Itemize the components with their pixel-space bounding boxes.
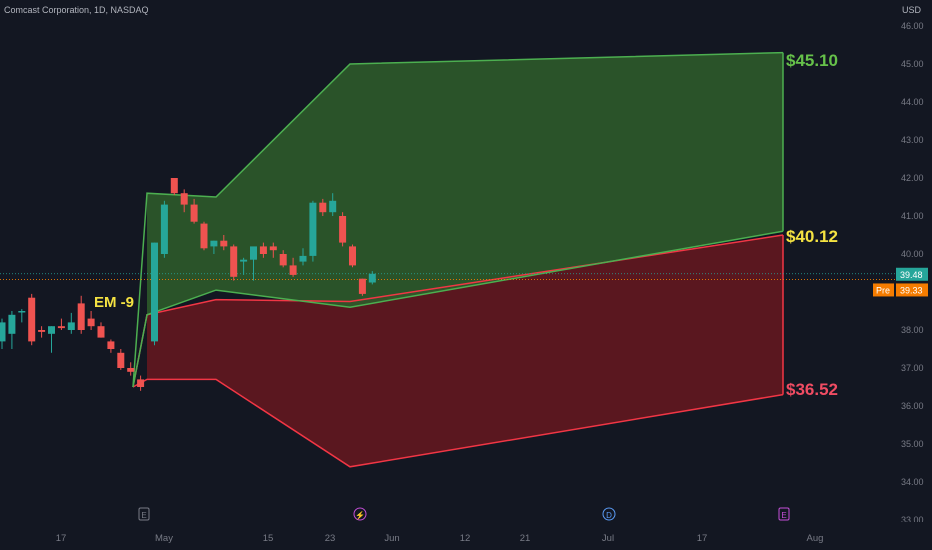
event-marker-label: E: [781, 511, 786, 520]
y-tick-label: 34.00: [901, 477, 924, 487]
candle-body: [358, 278, 366, 294]
price-tag-value: 39.48: [900, 270, 923, 280]
earnings-marker: [138, 507, 150, 521]
y-tick-label: 35.00: [901, 439, 924, 449]
candle-body: [269, 246, 277, 251]
y-tick-label: 41.00: [901, 211, 924, 221]
candle-body: [180, 193, 188, 205]
x-tick-label: Jul: [602, 533, 614, 544]
x-tick-label: 17: [56, 533, 67, 544]
candle-body: [170, 178, 178, 194]
pre-tag-label: Pre: [876, 285, 890, 295]
x-tick-label: Jun: [384, 533, 399, 544]
events-layer: E ⚡ D E: [138, 507, 790, 521]
candles-layer: [0, 178, 376, 391]
y-tick-label: 38.00: [901, 325, 924, 335]
candle-body: [240, 259, 248, 262]
candle-body: [8, 314, 16, 334]
candle-body: [77, 303, 85, 330]
candle-body: [319, 202, 327, 213]
annotation-label: $45.10: [786, 51, 838, 70]
dividend-marker: [602, 507, 616, 521]
candle-body: [38, 330, 46, 332]
price-tag-value: 39.33: [900, 285, 923, 295]
candle-body: [210, 240, 218, 247]
candle-body: [137, 379, 145, 387]
green-zone-upper-line: [132, 51, 784, 388]
time-axis[interactable]: 17 May 15 23 Jun 12 21 Jul 17 Aug: [0, 522, 932, 550]
candle-body: [190, 204, 198, 222]
candle-body: [87, 318, 95, 327]
candle-body: [250, 246, 257, 260]
x-tick-label: 15: [263, 533, 274, 544]
candle-body: [220, 240, 228, 247]
earnings-marker: [778, 507, 790, 521]
green-zone-lower-line: [132, 230, 784, 388]
candle-body: [368, 273, 376, 283]
x-tick-label: Aug: [807, 533, 824, 544]
event-marker-label: ⚡: [355, 510, 365, 520]
y-tick-label: 46.00: [901, 21, 924, 31]
candle-body: [0, 322, 6, 342]
time-axis-bg: [0, 522, 932, 550]
candle-body: [160, 204, 168, 254]
candle-body: [57, 326, 65, 329]
axis-unit-label: USD: [902, 5, 922, 15]
pre-tag: [873, 283, 894, 297]
event-marker-label: D: [606, 511, 612, 520]
zones-layer: [0, 51, 895, 468]
event-marker-label: E: [141, 511, 146, 520]
x-tick-label: 12: [460, 533, 471, 544]
symbol-title: Comcast Corporation, 1D, NASDAQ: [4, 5, 149, 15]
candle-body: [200, 223, 208, 249]
news-marker: [353, 507, 367, 521]
green-zone-fill: [147, 52, 783, 315]
candle-body: [349, 246, 356, 266]
red-zone-fill: [147, 235, 783, 467]
candle-body: [299, 255, 307, 262]
candle-body: [48, 326, 55, 334]
candle-body: [289, 265, 297, 275]
y-tick-label: 45.00: [901, 59, 924, 69]
y-tick-label: 40.00: [901, 249, 924, 259]
x-tick-label: May: [155, 533, 173, 544]
annotation-label: $40.12: [786, 227, 838, 246]
price-tag: [896, 267, 928, 281]
candle-body: [151, 242, 158, 342]
candle-body: [279, 254, 287, 266]
candle-body: [97, 326, 105, 338]
candle-body: [28, 297, 36, 342]
x-tick-label: 21: [520, 533, 531, 544]
price-axis[interactable]: 33.0034.0035.0036.0037.0038.0039.0040.00…: [873, 0, 932, 550]
candle-body: [259, 246, 267, 254]
y-tick-label: 42.00: [901, 173, 924, 183]
candle-body: [107, 341, 115, 349]
candle-body: [117, 352, 125, 368]
annotation-label: $36.52: [786, 380, 838, 399]
annotation-label: EM -9: [94, 294, 134, 311]
candle-body: [230, 246, 238, 277]
y-tick-label: 33.00: [901, 515, 924, 525]
candle-body: [339, 216, 347, 243]
x-tick-label: 17: [697, 533, 708, 544]
y-tick-label: 43.00: [901, 135, 924, 145]
y-tick-label: 37.00: [901, 363, 924, 373]
candle-body: [18, 311, 26, 313]
y-tick-label: 36.00: [901, 401, 924, 411]
candle-body: [127, 368, 135, 372]
candle-body: [309, 202, 317, 256]
price-tag: [896, 283, 928, 297]
candle-body: [67, 322, 75, 330]
annotations-layer: EM -9 $45.10 $40.12 $36.52: [94, 51, 838, 399]
y-tick-label: 44.00: [901, 97, 924, 107]
candle-body: [329, 200, 337, 213]
x-tick-label: 23: [325, 533, 336, 544]
